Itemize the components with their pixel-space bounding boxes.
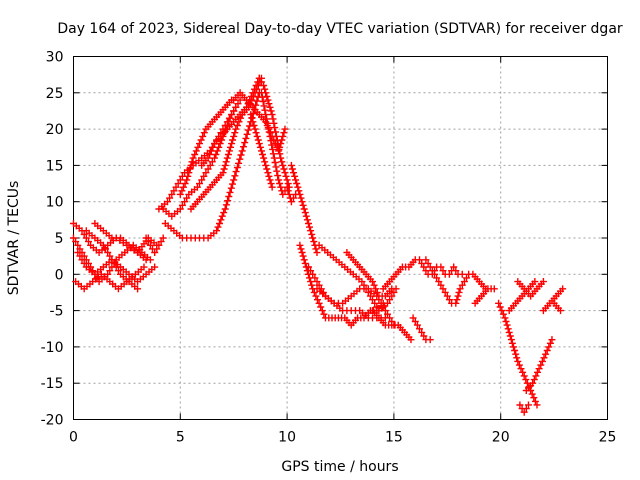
plus-marker-chain <box>471 285 498 307</box>
plus-marker-chain <box>369 307 415 344</box>
y-tick-label: -20 <box>41 413 64 429</box>
series-t15 <box>255 74 293 191</box>
plus-marker-chain <box>409 314 434 344</box>
y-tick-label: 25 <box>46 86 64 102</box>
plus-marker-chain <box>142 234 167 256</box>
series-t28 <box>409 314 434 344</box>
series-t35 <box>516 401 532 416</box>
plus-marker-chain <box>161 89 263 242</box>
chart-title: Day 164 of 2023, Sidereal Day-to-day VTE… <box>57 21 623 37</box>
y-tick-label: 0 <box>55 267 64 283</box>
plus-marker-chain <box>91 220 150 264</box>
y-axis-label: SDTVAR / TECUs <box>6 181 22 296</box>
series-t36 <box>539 285 567 315</box>
data-marks <box>70 74 567 416</box>
x-tick-label: 10 <box>278 430 296 446</box>
y-tick-label: -15 <box>41 376 64 392</box>
x-tick-label: 20 <box>492 430 510 446</box>
plus-marker-chain <box>516 401 532 416</box>
y-tick-label: 15 <box>46 158 64 174</box>
series-t25 <box>379 256 419 293</box>
series-t34 <box>522 336 556 394</box>
y-tick-label: 30 <box>46 50 64 66</box>
plus-marker-chain <box>495 299 541 409</box>
series-t5 <box>82 227 142 293</box>
plus-marker-chain <box>343 249 396 300</box>
series-t11 <box>176 96 236 198</box>
series-t27 <box>422 256 473 307</box>
series-t17 <box>258 89 300 206</box>
plus-marker-chain <box>176 96 236 198</box>
y-tick-label: 20 <box>46 122 64 138</box>
series-t24 <box>369 307 415 344</box>
x-tick-label: 25 <box>599 430 617 446</box>
series-t30 <box>471 285 498 307</box>
y-tick-label: 10 <box>46 195 64 211</box>
series-t7 <box>142 234 167 256</box>
series-t23 <box>343 249 396 300</box>
series-t4 <box>74 249 159 286</box>
y-tick-label: 5 <box>55 231 64 247</box>
plus-marker-chain <box>379 256 419 293</box>
plus-marker-chain <box>422 256 473 307</box>
plus-marker-chain <box>74 249 159 286</box>
series-t6 <box>91 220 150 264</box>
y-tick-label: -5 <box>50 304 64 320</box>
axis-ticks: 0 5 10 15 20 25 -20 -15 -10 -5 0 5 10 15 20 25 30 <box>41 50 617 446</box>
x-tick-label: 5 <box>176 430 185 446</box>
plus-marker-chain <box>247 111 276 191</box>
x-tick-label: 15 <box>385 430 403 446</box>
series-t37 <box>550 299 565 315</box>
series-t33 <box>514 278 547 300</box>
plus-marker-chain <box>539 285 567 315</box>
series-t18 <box>287 161 321 257</box>
plus-marker-chain <box>522 336 556 394</box>
plus-marker-chain <box>287 161 321 257</box>
plus-marker-chain <box>82 227 142 293</box>
x-axis-label: GPS time / hours <box>281 459 398 475</box>
grid <box>73 56 608 420</box>
series-t31 <box>495 299 541 409</box>
plus-marker-chain <box>315 241 400 315</box>
series-t9 <box>161 89 263 242</box>
series-t22 <box>315 241 400 315</box>
plus-marker-chain <box>258 89 300 206</box>
plus-marker-chain <box>255 74 293 191</box>
series-t16 <box>247 111 276 191</box>
plus-marker-chain <box>514 278 547 300</box>
y-tick-label: -10 <box>41 340 64 356</box>
x-tick-label: 0 <box>69 430 78 446</box>
plus-marker-chain <box>550 299 565 315</box>
